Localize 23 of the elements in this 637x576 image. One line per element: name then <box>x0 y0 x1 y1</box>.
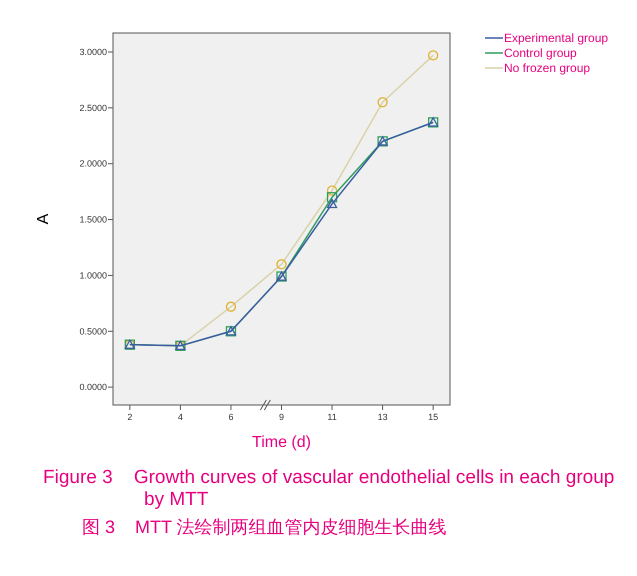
y-tick-label: 2.5000 <box>79 102 107 113</box>
y-tick-label: 2.0000 <box>79 158 107 169</box>
legend-label: Control group <box>504 46 578 60</box>
x-axis-title: Time (d) <box>252 434 311 451</box>
y-tick-label: 0.0000 <box>79 382 107 392</box>
x-tick-label: 4 <box>178 412 183 422</box>
y-axis-title: A <box>35 213 52 224</box>
text: Figure 3 Growth curves of vascular endothelial cells in each group by MTT <box>43 467 616 511</box>
x-tick-label: 11 <box>327 412 337 422</box>
y-tick-label: 1.5000 <box>79 214 107 225</box>
y-tick-label: 0.5000 <box>79 326 107 336</box>
x-tick-label: 13 <box>378 412 388 422</box>
y-tick-label: 3.0000 <box>79 46 107 57</box>
legend-label: No frozen group <box>504 61 590 75</box>
x-tick-label: 15 <box>428 412 438 422</box>
x-tick-label: 2 <box>127 412 132 422</box>
point <box>326 198 338 208</box>
text: 图 3 MTT 法绘制两组血管内皮细胞生长曲线 <box>82 516 448 539</box>
legend-label: Experimental group <box>504 31 608 45</box>
point <box>326 192 338 202</box>
y-tick-label: 1.0000 <box>79 270 107 280</box>
x-tick-label: 6 <box>228 412 234 422</box>
x-tick-label: 9 <box>278 412 284 422</box>
